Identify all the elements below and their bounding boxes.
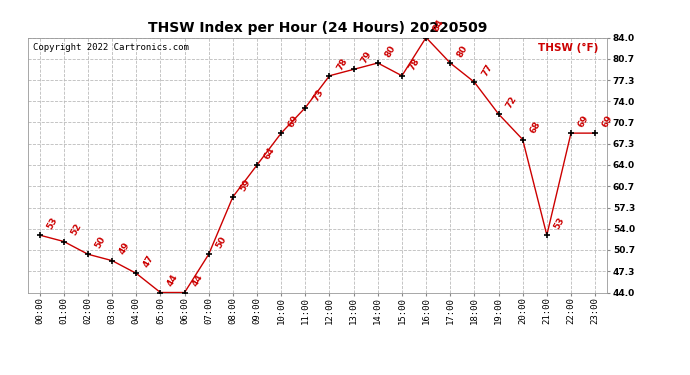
Text: 47: 47 bbox=[142, 254, 156, 269]
Text: 72: 72 bbox=[504, 94, 518, 110]
Text: 50: 50 bbox=[215, 235, 228, 250]
Text: 49: 49 bbox=[118, 241, 132, 256]
Text: 80: 80 bbox=[384, 44, 397, 59]
Text: 52: 52 bbox=[70, 222, 83, 237]
Text: 80: 80 bbox=[456, 44, 470, 59]
Text: 78: 78 bbox=[335, 56, 349, 72]
Text: 69: 69 bbox=[287, 114, 301, 129]
Text: 84: 84 bbox=[432, 18, 446, 33]
Text: 68: 68 bbox=[529, 120, 542, 135]
Text: 50: 50 bbox=[94, 235, 108, 250]
Text: 64: 64 bbox=[263, 146, 277, 161]
Text: 44: 44 bbox=[190, 273, 204, 288]
Text: 78: 78 bbox=[408, 56, 422, 72]
Text: 79: 79 bbox=[359, 50, 373, 65]
Text: Copyright 2022 Cartronics.com: Copyright 2022 Cartronics.com bbox=[33, 43, 189, 52]
Text: 53: 53 bbox=[553, 216, 566, 231]
Text: 77: 77 bbox=[480, 62, 494, 78]
Text: 59: 59 bbox=[239, 177, 253, 193]
Text: THSW (°F): THSW (°F) bbox=[538, 43, 598, 52]
Text: 69: 69 bbox=[601, 114, 615, 129]
Text: 44: 44 bbox=[166, 273, 180, 288]
Title: THSW Index per Hour (24 Hours) 20220509: THSW Index per Hour (24 Hours) 20220509 bbox=[148, 21, 487, 35]
Text: 73: 73 bbox=[311, 88, 325, 104]
Text: 69: 69 bbox=[577, 114, 591, 129]
Text: 53: 53 bbox=[46, 216, 59, 231]
